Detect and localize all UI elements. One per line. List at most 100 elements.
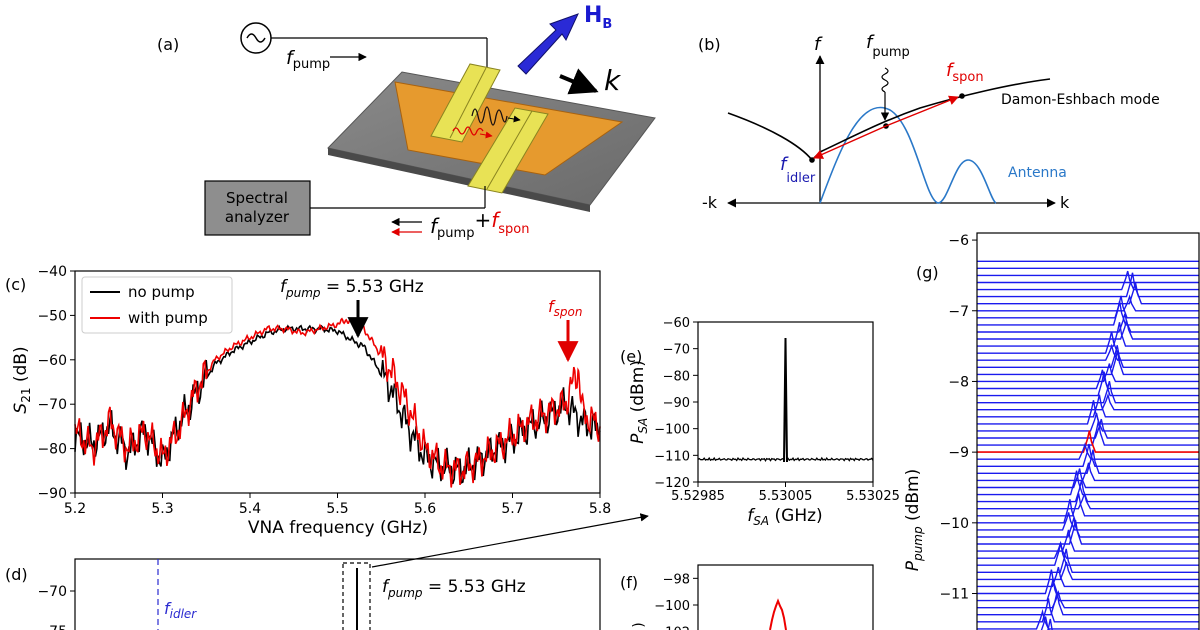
f-axis-label: f	[814, 34, 823, 55]
panel-e-lines	[697, 337, 874, 463]
g-trace	[977, 468, 1199, 489]
antenna-curve	[819, 106, 997, 204]
panel-a: (a) fpump HB k Spectral analyzer	[157, 3, 656, 241]
g-trace	[977, 394, 1199, 418]
e-ytick-label: −110	[654, 449, 690, 464]
panel-c-legend: no pump with pump	[81, 276, 233, 334]
e-ytick-label: −90	[663, 396, 690, 411]
g-trace	[977, 363, 1199, 383]
c-pump-annotation: fpump = 5.53 GHz	[280, 277, 424, 300]
legend-with-pump: with pump	[128, 309, 208, 327]
g-trace	[977, 350, 1199, 376]
g-trace	[977, 371, 1199, 397]
e-ytick-label: −70	[663, 343, 690, 358]
e-ytick-label: −120	[654, 476, 690, 491]
panel-f-ticks: −98 −100 −102	[654, 572, 698, 630]
e-xtick-label: 5.53005	[759, 489, 813, 504]
e-ytick-label: −60	[663, 316, 690, 331]
panel-f-frame	[697, 564, 874, 630]
dispersion-curve	[727, 78, 1051, 162]
c-xtick-label: 5.4	[239, 501, 261, 517]
g-trace	[977, 517, 1199, 538]
g-trace	[977, 295, 1199, 319]
field-label: HB	[584, 3, 612, 32]
g-trace	[977, 270, 1199, 291]
antenna-label: Antenna	[1008, 165, 1067, 181]
g-trace	[977, 345, 1199, 368]
g-trace	[977, 519, 1199, 545]
f-ytick-label: −102	[654, 626, 690, 630]
g-ytick-label: −11	[939, 587, 969, 603]
g-trace	[977, 343, 1199, 361]
g-ytick-label: −6	[948, 233, 969, 249]
g-trace	[977, 369, 1199, 390]
g-trace	[977, 281, 1199, 305]
g-trace	[1040, 616, 1050, 630]
b-pump-label: fpump	[866, 32, 910, 60]
panel-d: (d) −70 −75 fidler fpump = 5.53 GHz	[5, 513, 649, 630]
sine-wave-icon	[246, 33, 266, 43]
g-trace	[977, 301, 1199, 326]
g-trace	[977, 380, 1199, 404]
c-xtick-label: 5.3	[151, 501, 173, 517]
analyzer-line1: Spectral	[226, 189, 288, 207]
g-ytick-label: −9	[948, 445, 969, 461]
g-trace	[977, 322, 1199, 347]
c-xtick-label: 5.2	[64, 501, 86, 517]
idler-arrow	[813, 125, 887, 159]
g-trace	[977, 421, 1199, 446]
panel-e-ticks: 5.52985 5.53005 5.53025 −60 −70 −80 −90 −100 −11…	[654, 316, 900, 504]
g-trace	[977, 418, 1199, 439]
panel-e-xlabel: fSA (GHz)	[747, 506, 822, 528]
g-trace	[977, 491, 1199, 510]
c-ytick-label: −40	[37, 264, 67, 280]
c-ytick-label: −50	[37, 308, 67, 324]
g-highlight-trace	[977, 430, 1199, 453]
panel-f-ylabel-fragment: )	[631, 622, 647, 627]
g-trace	[977, 470, 1199, 496]
spontaneous-spin-wave	[452, 126, 484, 136]
c-xtick-label: 5.5	[326, 501, 348, 517]
g-trace	[977, 529, 1199, 552]
c-series-no-pump	[74, 324, 601, 485]
g-trace	[977, 542, 1199, 566]
panel-a-label: (a)	[157, 35, 179, 54]
de-mode-label: Damon-Eshbach mode	[1001, 92, 1160, 108]
panel-f-label: (f)	[620, 573, 638, 592]
panel-g: (g) −6 −7 −8 −9 −10 −11 Ppump (dBm)	[903, 232, 1200, 630]
d-ytick-label: −70	[37, 584, 67, 600]
g-trace	[977, 579, 1199, 602]
c-xtick-label: 5.8	[589, 501, 611, 517]
f-peak-trace	[769, 598, 787, 630]
panel-g-ticks: −6 −7 −8 −9 −10 −11	[939, 233, 977, 603]
g-trace	[977, 320, 1199, 340]
c-xtick-label: 5.6	[414, 501, 436, 517]
e-ytick-label: −80	[663, 369, 690, 384]
spon-arrow	[885, 95, 959, 127]
panel-c-xlabel: VNA frequency (GHz)	[248, 518, 428, 538]
panel-e-frame	[697, 321, 874, 483]
input-antenna	[430, 63, 501, 143]
panel-c-label: (c)	[5, 275, 26, 294]
g-trace	[977, 548, 1199, 573]
pump-f-label: fpump	[286, 47, 330, 72]
e-xtick-label: 5.53025	[846, 489, 900, 504]
d-pump-annotation: fpump = 5.53 GHz	[382, 577, 526, 600]
c-ytick-label: −80	[37, 442, 67, 458]
g-trace	[977, 569, 1199, 595]
d-idler-label: fidler	[164, 599, 197, 621]
g-trace	[977, 313, 1199, 333]
b-spon-label: fspon	[946, 60, 984, 85]
neg-k-label: -k	[702, 193, 718, 212]
pos-k-label: k	[1060, 193, 1070, 212]
panel-d-label: (d)	[5, 565, 28, 584]
g-trace	[977, 592, 1199, 616]
g-trace	[977, 598, 1199, 623]
g-trace	[977, 443, 1199, 467]
g-trace	[1047, 618, 1053, 630]
panel-g-frame	[976, 232, 1200, 630]
panel-d-ticks: −70 −75	[37, 584, 75, 630]
g-trace	[977, 400, 1199, 425]
g-trace	[977, 272, 1199, 298]
g-ytick-label: −8	[948, 374, 969, 390]
